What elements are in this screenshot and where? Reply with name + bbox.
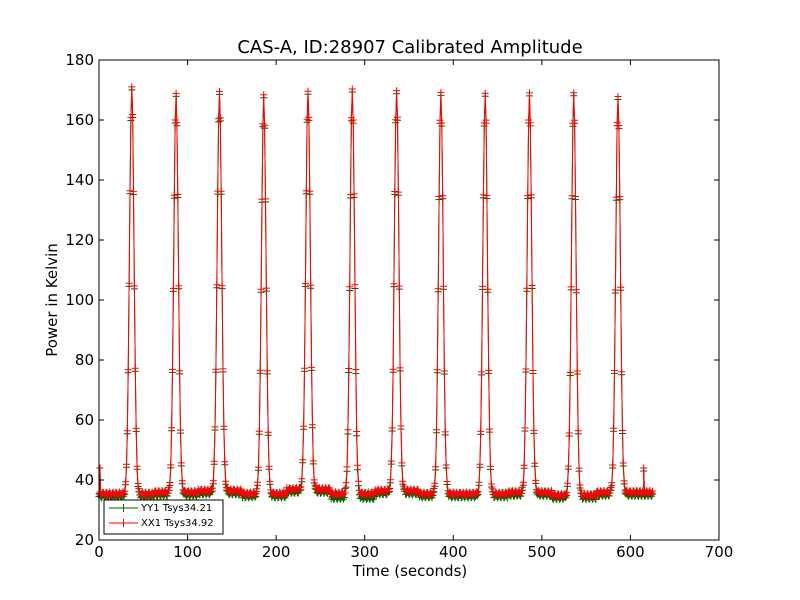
y-tick-label: 60 [75, 411, 94, 429]
plot-area [95, 83, 657, 503]
y-axis: 20 40 60 80 100 120 140 160 180 [65, 51, 719, 549]
y-tick-label: 20 [75, 531, 94, 549]
chart-title: CAS-A, ID:28907 Calibrated Amplitude [237, 37, 582, 58]
x-axis-label: Time (seconds) [352, 562, 468, 580]
y-tick-label: 40 [75, 471, 94, 489]
y-axis-label: Power in Kelvin [43, 243, 61, 357]
x-tick-label: 200 [262, 543, 291, 561]
x-tick-label: 700 [705, 543, 734, 561]
y-tick-label: 140 [65, 171, 94, 189]
x-tick-label: 400 [439, 543, 468, 561]
legend-marker-yy1 [119, 504, 128, 512]
legend-entry-yy1: YY1 Tsys34.21 [109, 503, 212, 514]
y-tick-label: 120 [65, 231, 94, 249]
y-tick-label: 80 [75, 351, 94, 369]
x-tick-label: 300 [350, 543, 379, 561]
legend-label-xx1: XX1 Tsys34.92 [141, 518, 214, 529]
legend-marker-xx1 [119, 519, 128, 527]
x-tick-label: 600 [616, 543, 645, 561]
x-tick-label: 100 [173, 543, 202, 561]
x-axis: 0 100 200 300 400 500 600 700 [94, 60, 733, 561]
x-tick-label: 0 [94, 543, 104, 561]
y-tick-label: 180 [65, 51, 94, 69]
y-tick-label: 160 [65, 111, 94, 129]
legend-entry-xx1: XX1 Tsys34.92 [109, 518, 214, 529]
x-tick-label: 500 [528, 543, 557, 561]
y-tick-label: 100 [65, 291, 94, 309]
legend-label-yy1: YY1 Tsys34.21 [140, 503, 212, 514]
legend: YY1 Tsys34.21 XX1 Tsys34.92 [103, 499, 224, 535]
series-xx1 [95, 83, 657, 500]
